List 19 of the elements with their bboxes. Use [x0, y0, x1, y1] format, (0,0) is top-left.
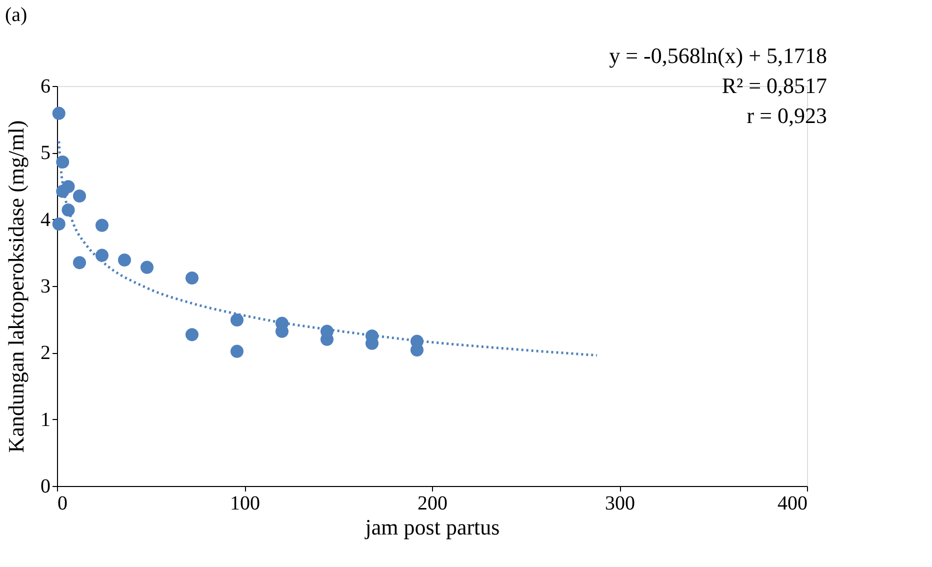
x-tick-label: 400 [778, 492, 808, 514]
x-axis-title: jam post partus [364, 514, 500, 540]
y-tick-label: 3 [40, 276, 50, 298]
y-tick-label: 2 [40, 342, 50, 364]
x-tick-label: 0 [58, 492, 68, 514]
x-tick-label: 100 [230, 492, 260, 514]
y-tick-label: 1 [40, 408, 50, 431]
y-tick-label: 4 [40, 208, 50, 231]
chart-title: (a) [5, 4, 28, 26]
y-tick-label: 5 [40, 142, 50, 164]
text: y = -0,568ln(x) + 5,1718 [609, 43, 827, 68]
line-series [58, 140, 598, 357]
y-tick-label: 6 [40, 76, 50, 98]
annotation: r = 0,923 [746, 103, 827, 128]
y-axis-title: Kandungan laktoperoksidase (mg/ml) [4, 120, 28, 453]
x-tick-label: 300 [605, 492, 635, 514]
annotation: R² = 0,8517 [722, 73, 827, 98]
y-tick-label: 0 [40, 476, 50, 498]
x-tick-label: 200 [418, 492, 448, 514]
